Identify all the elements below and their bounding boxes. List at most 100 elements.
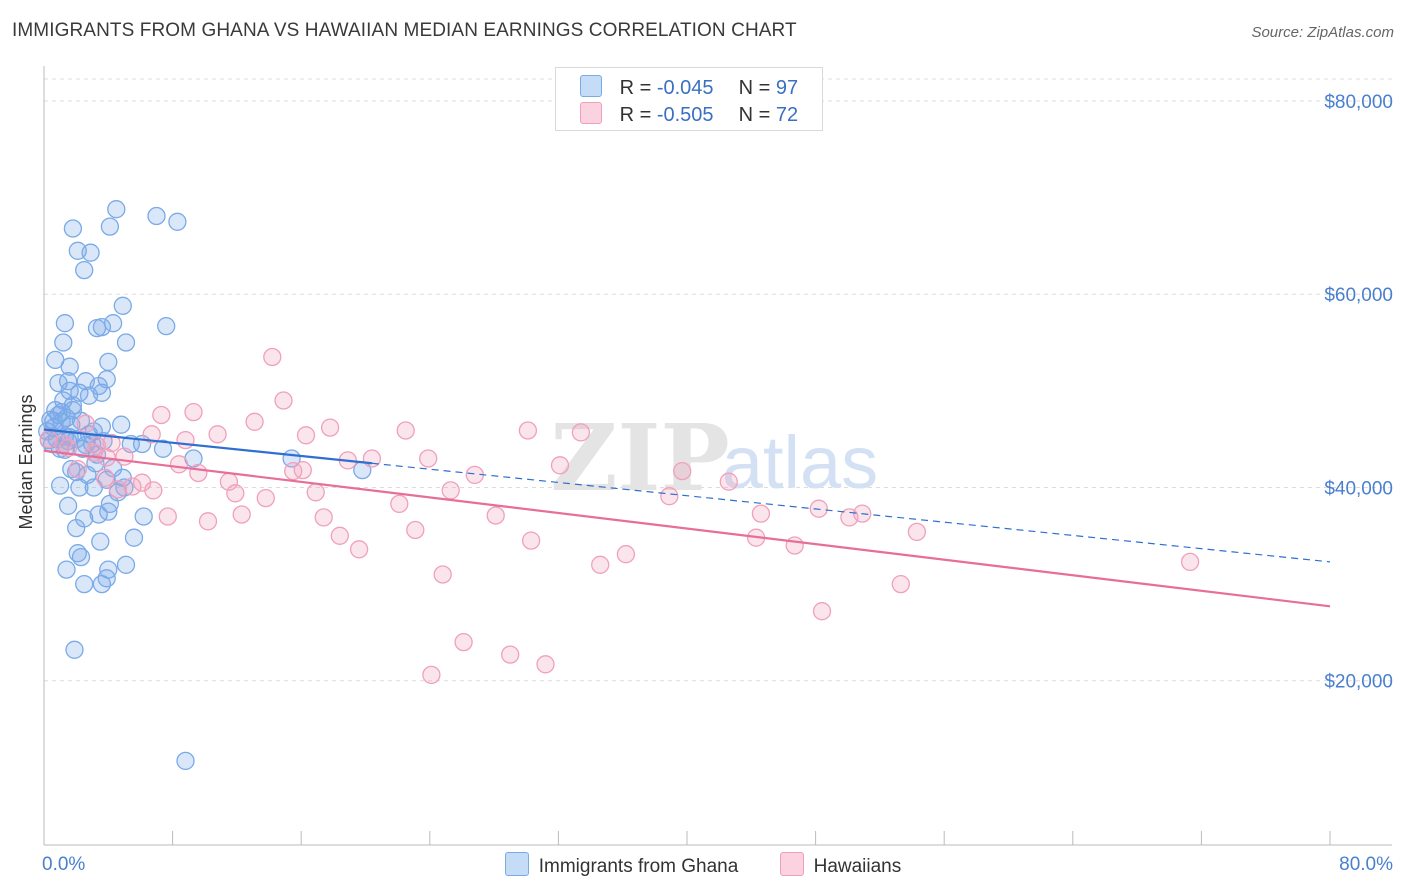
point-ghana [81, 243, 100, 262]
point-hawaiian [108, 480, 128, 499]
legend-swatch-hawaiian [580, 102, 602, 124]
trend-line-hawaiian [43, 449, 1331, 608]
series-legend: Immigrants from Ghana Hawaiians [0, 852, 1406, 878]
point-hawaiian [349, 540, 369, 559]
point-hawaiian [441, 481, 460, 500]
point-ghana [100, 217, 120, 236]
watermark-atlas: atlas [722, 421, 878, 504]
point-hawaiian [486, 506, 505, 525]
point-hawaiian [422, 665, 441, 685]
point-hawaiian [245, 412, 264, 431]
y-tick-label: $60,000 [1324, 285, 1393, 306]
legend-n-value-ghana: 97 [775, 77, 799, 99]
point-ghana [67, 462, 86, 482]
legend-item-hawaiians[interactable]: Hawaiians [779, 852, 901, 878]
point-hawaiian [284, 461, 303, 481]
point-hawaiian [158, 507, 177, 526]
point-ghana [67, 518, 86, 538]
point-ghana [134, 507, 153, 526]
point-ghana [60, 357, 79, 376]
point-ghana [113, 296, 132, 315]
y-tick-label: $80,000 [1324, 92, 1393, 113]
point-ghana [116, 333, 136, 352]
trend-lines [43, 428, 1331, 608]
point-hawaiian [785, 536, 804, 555]
stats-legend: R = -0.045 N = 97 R = -0.505 N = 72 [555, 67, 823, 131]
legend-item-ghana[interactable]: Immigrants from Ghana [504, 852, 739, 878]
point-ghana [107, 200, 126, 219]
trend-line-ghana [43, 428, 373, 465]
point-ghana [92, 317, 112, 337]
point-hawaiian [76, 414, 95, 433]
legend-label-ghana: Immigrants from Ghana [538, 856, 739, 877]
point-hawaiian [123, 477, 142, 496]
point-hawaiian [226, 484, 245, 503]
point-hawaiian [719, 472, 738, 491]
point-ghana [99, 502, 118, 521]
legend-r-label-hawaiian: R = [619, 104, 652, 126]
point-hawaiian [673, 461, 692, 481]
point-ghana [63, 219, 83, 238]
point-hawaiian [263, 347, 282, 367]
point-hawaiian [812, 602, 832, 621]
point-hawaiian [189, 463, 208, 483]
point-ghana [52, 402, 71, 422]
point-hawaiian [616, 545, 636, 564]
point-hawaiian [660, 487, 679, 506]
point-hawaiian [208, 425, 227, 444]
point-ghana [112, 415, 131, 434]
point-ghana [99, 560, 118, 579]
legend-key-ghana [504, 852, 529, 876]
point-hawaiian [751, 504, 771, 523]
point-ghana [147, 206, 166, 226]
point-ghana [75, 574, 94, 594]
point-hawaiian [521, 531, 541, 550]
point-ghana [54, 391, 73, 410]
point-hawaiian [591, 555, 610, 574]
point-ghana [116, 555, 136, 574]
point-hawaiian [518, 421, 538, 440]
tick-labels: $20,000 $40,000 $60,000 $80,000 0.0% 80.0% [42, 92, 1393, 875]
point-hawaiian [406, 520, 425, 540]
source-label: Source: ZipAtlas.com [1251, 24, 1394, 41]
point-hawaiian [169, 455, 189, 474]
point-hawaiian [419, 449, 438, 468]
point-hawaiian [152, 405, 171, 425]
point-hawaiian [144, 481, 163, 500]
watermark: ZIP atlas [550, 404, 878, 512]
legend-n-label-ghana: N = [738, 77, 771, 99]
point-hawaiian [184, 402, 203, 422]
point-ghana [168, 212, 187, 231]
point-hawaiian [95, 468, 115, 487]
point-ghana [103, 314, 123, 333]
point-hawaiian [571, 423, 591, 442]
point-hawaiian [142, 425, 161, 444]
point-ghana [54, 333, 73, 352]
point-hawaiian [433, 565, 452, 584]
legend-row-hawaiian: R = -0.505 N = 72 [580, 102, 798, 128]
axes [43, 66, 1392, 846]
watermark-zip: ZIP [550, 404, 729, 512]
point-hawaiian [314, 508, 333, 527]
point-hawaiian [87, 436, 107, 456]
point-hawaiian [330, 526, 349, 545]
legend-row-ghana: R = -0.045 N = 97 [580, 75, 798, 101]
legend-r-value-ghana: -0.045 [656, 77, 714, 99]
point-ghana [124, 528, 144, 547]
point-hawaiian [274, 391, 293, 410]
point-ghana [153, 439, 173, 458]
point-hawaiian [115, 447, 134, 466]
point-hawaiian [550, 456, 570, 475]
point-ghana [57, 560, 76, 579]
point-hawaiian [293, 460, 312, 480]
point-ghana [91, 532, 110, 551]
chart-title: IMMIGRANTS FROM GHANA VS HAWAIIAN MEDIAN… [12, 20, 797, 41]
data-points [38, 200, 1200, 771]
point-hawaiian [536, 655, 555, 674]
point-ghana [58, 372, 78, 391]
point-hawaiian [102, 433, 121, 453]
point-ghana [75, 260, 94, 280]
point-ghana [65, 640, 84, 659]
point-ghana [62, 459, 81, 479]
